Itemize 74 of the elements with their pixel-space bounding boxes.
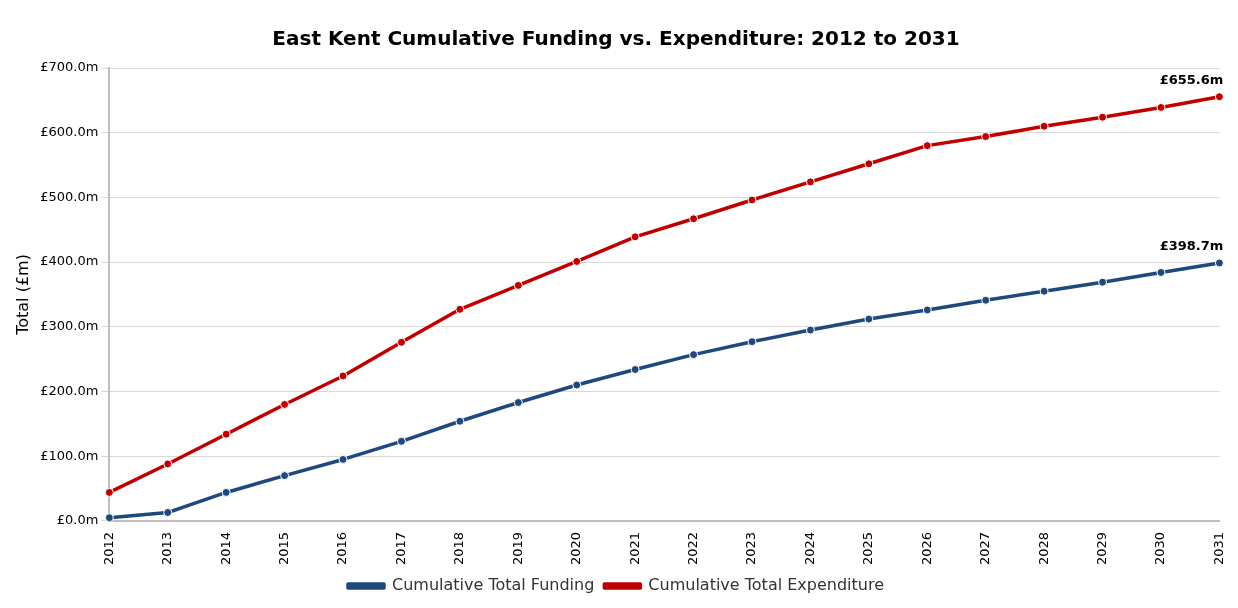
x-tick-label: 2022 bbox=[684, 531, 700, 566]
point bbox=[922, 141, 932, 151]
point bbox=[163, 508, 173, 518]
point bbox=[630, 365, 640, 375]
point bbox=[221, 487, 231, 497]
x-tick-label: 2018 bbox=[451, 531, 467, 566]
point bbox=[1039, 286, 1049, 296]
point bbox=[338, 371, 348, 381]
x-tick-label: 2017 bbox=[392, 531, 408, 566]
point bbox=[747, 337, 757, 347]
point bbox=[922, 305, 932, 315]
data-label: £655.6m bbox=[1159, 71, 1224, 87]
point bbox=[864, 314, 874, 324]
point bbox=[981, 295, 991, 305]
point bbox=[338, 454, 348, 464]
y-tick-label: £0.0m bbox=[56, 512, 99, 528]
x-tick-label: 2029 bbox=[1093, 531, 1109, 566]
point bbox=[513, 280, 523, 290]
y-tick-label: £300.0m bbox=[40, 318, 99, 334]
y-tick-label: £100.0m bbox=[40, 447, 99, 463]
y-axis-title: Total (£m) bbox=[12, 254, 32, 336]
point bbox=[280, 471, 290, 481]
point bbox=[981, 132, 991, 142]
point bbox=[455, 304, 465, 314]
x-tick-label: 2016 bbox=[334, 531, 350, 566]
point bbox=[689, 350, 699, 360]
y-tick-label: £200.0m bbox=[40, 382, 99, 398]
point bbox=[1156, 102, 1166, 112]
legend-label: Cumulative Total Funding bbox=[391, 575, 595, 595]
x-tick-label: 2013 bbox=[159, 531, 175, 566]
x-tick-label: 2028 bbox=[1035, 531, 1051, 566]
point bbox=[805, 177, 815, 187]
x-tick-label: 2027 bbox=[977, 531, 993, 566]
x-tick-label: 2023 bbox=[743, 531, 759, 566]
x-tick-label: 2031 bbox=[1210, 531, 1226, 566]
point bbox=[104, 487, 114, 497]
x-tick-label: 2014 bbox=[217, 531, 233, 566]
y-tick-label: £400.0m bbox=[40, 253, 99, 269]
point bbox=[747, 195, 757, 205]
point bbox=[513, 398, 523, 408]
x-tick-label: 2012 bbox=[100, 531, 116, 566]
y-tick-label: £700.0m bbox=[40, 59, 99, 75]
y-tick-label: £600.0m bbox=[40, 124, 99, 140]
point bbox=[805, 325, 815, 335]
x-tick-label: 2020 bbox=[568, 531, 584, 566]
point bbox=[396, 337, 406, 347]
point bbox=[396, 436, 406, 446]
point bbox=[455, 416, 465, 426]
y-tick-label: £500.0m bbox=[40, 188, 99, 204]
point bbox=[630, 232, 640, 242]
point bbox=[572, 380, 582, 390]
x-tick-label: 2026 bbox=[918, 531, 934, 566]
x-tick-label: 2015 bbox=[276, 531, 291, 566]
point bbox=[163, 459, 173, 469]
point bbox=[1214, 258, 1224, 268]
legend-label: Cumulative Total Expenditure bbox=[648, 575, 885, 595]
point bbox=[1098, 112, 1108, 122]
x-tick-label: 2030 bbox=[1152, 531, 1168, 566]
data-label: £398.7m bbox=[1159, 237, 1224, 253]
point bbox=[104, 513, 114, 521]
point bbox=[280, 399, 290, 409]
point bbox=[1098, 277, 1108, 287]
point bbox=[572, 256, 582, 266]
x-tick-label: 2025 bbox=[860, 531, 876, 566]
point bbox=[864, 159, 874, 169]
chart-title: East Kent Cumulative Funding vs. Expenditure: 2012 to 2031 bbox=[272, 26, 960, 51]
point bbox=[221, 429, 231, 439]
point bbox=[1039, 121, 1049, 131]
x-tick-label: 2021 bbox=[626, 531, 642, 566]
point bbox=[1214, 92, 1224, 102]
x-tick-label: 2024 bbox=[801, 531, 817, 566]
x-tick-label: 2019 bbox=[509, 531, 525, 566]
point bbox=[1156, 267, 1166, 277]
point bbox=[689, 214, 699, 224]
